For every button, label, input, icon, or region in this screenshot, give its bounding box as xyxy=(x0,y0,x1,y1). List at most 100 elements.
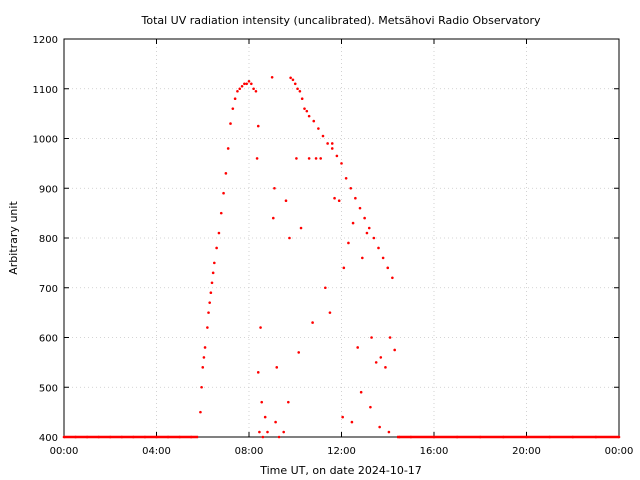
data-point xyxy=(384,366,387,369)
data-point xyxy=(222,191,225,195)
data-point xyxy=(250,82,253,86)
data-point xyxy=(340,162,343,165)
data-point xyxy=(341,415,344,419)
data-point xyxy=(295,157,298,160)
data-point xyxy=(275,366,279,369)
data-point xyxy=(377,246,380,250)
data-point xyxy=(388,336,392,339)
data-point xyxy=(263,415,267,419)
data-point xyxy=(282,430,285,434)
data-point xyxy=(386,266,390,270)
data-point xyxy=(330,147,334,150)
data-point xyxy=(215,246,218,250)
data-point xyxy=(213,261,216,265)
data-point xyxy=(363,216,366,220)
data-point xyxy=(226,147,230,150)
data-point xyxy=(299,226,303,230)
y-tick-label: 500 xyxy=(39,383,58,394)
x-tick-label: 00:00 xyxy=(50,446,79,457)
data-point xyxy=(245,82,248,86)
data-point xyxy=(361,256,364,260)
y-tick-label: 400 xyxy=(39,433,58,444)
data-point xyxy=(328,311,332,314)
y-tick-label: 700 xyxy=(39,284,58,295)
data-points xyxy=(62,76,621,439)
data-point xyxy=(356,346,359,349)
data-point xyxy=(200,385,203,389)
data-point xyxy=(319,157,322,160)
data-point xyxy=(374,361,378,364)
data-point xyxy=(367,226,371,230)
data-point xyxy=(208,301,211,304)
data-point xyxy=(354,196,357,200)
data-point xyxy=(378,425,381,429)
data-point xyxy=(297,351,301,354)
data-point xyxy=(219,211,223,215)
tick-labels: 00:00 04:00 08:00 12:00 16:00 20:00 00:00 400 50… xyxy=(33,35,634,457)
data-point xyxy=(291,78,295,82)
data-point xyxy=(229,122,232,125)
data-point xyxy=(238,87,242,91)
y-tick-label: 1200 xyxy=(33,35,58,46)
data-point xyxy=(351,221,355,225)
data-point xyxy=(381,256,385,260)
data-point xyxy=(342,266,346,270)
data-point xyxy=(317,127,320,130)
data-point xyxy=(211,271,215,275)
data-point xyxy=(321,134,325,138)
data-point xyxy=(349,186,353,190)
data-point xyxy=(266,430,269,434)
data-point xyxy=(243,82,246,86)
data-point xyxy=(259,326,262,329)
data-point xyxy=(300,97,304,100)
data-point xyxy=(217,231,221,235)
data-point xyxy=(256,124,260,128)
data-point xyxy=(288,236,291,240)
x-tick-label: 08:00 xyxy=(235,446,264,457)
data-point xyxy=(277,435,281,439)
y-tick-label: 900 xyxy=(39,184,58,195)
data-point xyxy=(247,79,251,83)
data-point xyxy=(270,76,274,79)
data-point xyxy=(199,410,202,414)
data-point xyxy=(231,107,235,110)
data-point xyxy=(307,157,311,160)
data-point xyxy=(379,356,383,359)
data-point xyxy=(254,89,258,93)
y-axis-title: Arbitrary unit xyxy=(7,201,20,275)
data-point xyxy=(201,366,205,369)
data-point xyxy=(203,346,207,349)
data-point xyxy=(252,87,255,91)
data-point xyxy=(293,82,297,86)
x-tick-label: 04:00 xyxy=(142,446,171,457)
data-point xyxy=(391,276,394,280)
data-point xyxy=(347,241,350,245)
data-point xyxy=(372,236,376,240)
data-point xyxy=(202,356,206,359)
data-point xyxy=(261,435,265,439)
data-point xyxy=(224,172,228,175)
data-point xyxy=(260,400,264,404)
data-point xyxy=(209,291,213,295)
data-point xyxy=(296,87,299,91)
data-point xyxy=(311,321,314,324)
y-tick-label: 1000 xyxy=(33,135,58,146)
data-point xyxy=(236,89,239,93)
data-point xyxy=(369,405,372,409)
chart-title: Total UV radiation intensity (uncalibrat… xyxy=(141,14,541,27)
data-point xyxy=(358,206,362,210)
data-point xyxy=(312,119,316,123)
data-point xyxy=(298,89,302,93)
data-point xyxy=(393,348,396,352)
x-tick-label: 12:00 xyxy=(327,446,356,457)
data-point xyxy=(255,157,259,160)
data-point xyxy=(284,199,288,202)
data-point xyxy=(350,420,354,424)
data-point xyxy=(305,109,309,113)
data-point xyxy=(271,216,275,220)
x-tick-label: 00:00 xyxy=(605,446,634,457)
y-tick-label: 1100 xyxy=(33,85,58,96)
data-point xyxy=(258,430,261,434)
